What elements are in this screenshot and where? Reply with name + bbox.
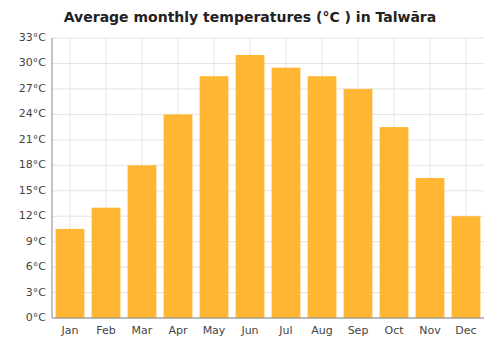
bar: [92, 208, 121, 318]
x-tick-label: Sep: [348, 324, 369, 337]
x-axis-line: [52, 318, 484, 319]
bar: [380, 127, 409, 318]
y-tick-label: 6°C: [26, 260, 46, 273]
y-tick-label: 27°C: [19, 82, 46, 95]
bar: [56, 229, 85, 318]
y-tick-label: 24°C: [19, 107, 46, 120]
bar: [452, 216, 481, 318]
chart-svg: 0°C 3°C 6°C 9°C 12°C 15°C 18°C 21°C 24°C 27°C 30°C…: [0, 0, 500, 350]
y-tick-label: 33°C: [19, 31, 46, 44]
y-grid-line: [52, 88, 484, 89]
chart-container: 0°C 3°C 6°C 9°C 12°C 15°C 18°C 21°C 24°C 27°C 30°C…: [0, 0, 500, 350]
y-tick-label: 9°C: [26, 235, 46, 248]
y-tick-label: 21°C: [19, 133, 46, 146]
y-grid-line: [52, 139, 484, 140]
x-tick-label: Nov: [419, 324, 441, 337]
y-grid-line: [52, 114, 484, 115]
y-tick-label: 12°C: [19, 209, 46, 222]
grid: [52, 38, 484, 318]
y-grid-line: [52, 38, 484, 39]
x-tick-label: May: [203, 324, 226, 337]
y-tick-label: 0°C: [26, 311, 46, 324]
y-grid-line: [52, 318, 484, 319]
x-tick-label: Mar: [132, 324, 153, 337]
x-tick-label: Jun: [240, 324, 258, 337]
bar: [308, 76, 337, 318]
y-tick-label: 18°C: [19, 158, 46, 171]
y-grid-line: [52, 165, 484, 166]
x-tick-label: Aug: [311, 324, 332, 337]
bar: [128, 165, 157, 318]
bar: [236, 55, 265, 318]
y-tick-label: 15°C: [19, 184, 46, 197]
y-axis-line: [52, 38, 53, 318]
y-grid-line: [52, 63, 484, 64]
bar: [416, 178, 445, 318]
y-tick-label: 3°C: [26, 286, 46, 299]
bar: [164, 114, 193, 318]
x-tick-label: Jan: [61, 324, 79, 337]
bars: [56, 55, 481, 318]
x-tick-label: Feb: [96, 324, 115, 337]
x-tick-label: Dec: [455, 324, 476, 337]
chart-title: Average monthly temperatures (°C ) in Ta…: [64, 9, 436, 25]
y-tick-label: 30°C: [19, 56, 46, 69]
x-tick-label: Oct: [384, 324, 404, 337]
bar: [272, 68, 301, 318]
x-tick-label: Jul: [278, 324, 292, 337]
bar: [344, 89, 373, 318]
bar: [200, 76, 229, 318]
x-tick-label: Apr: [168, 324, 188, 337]
